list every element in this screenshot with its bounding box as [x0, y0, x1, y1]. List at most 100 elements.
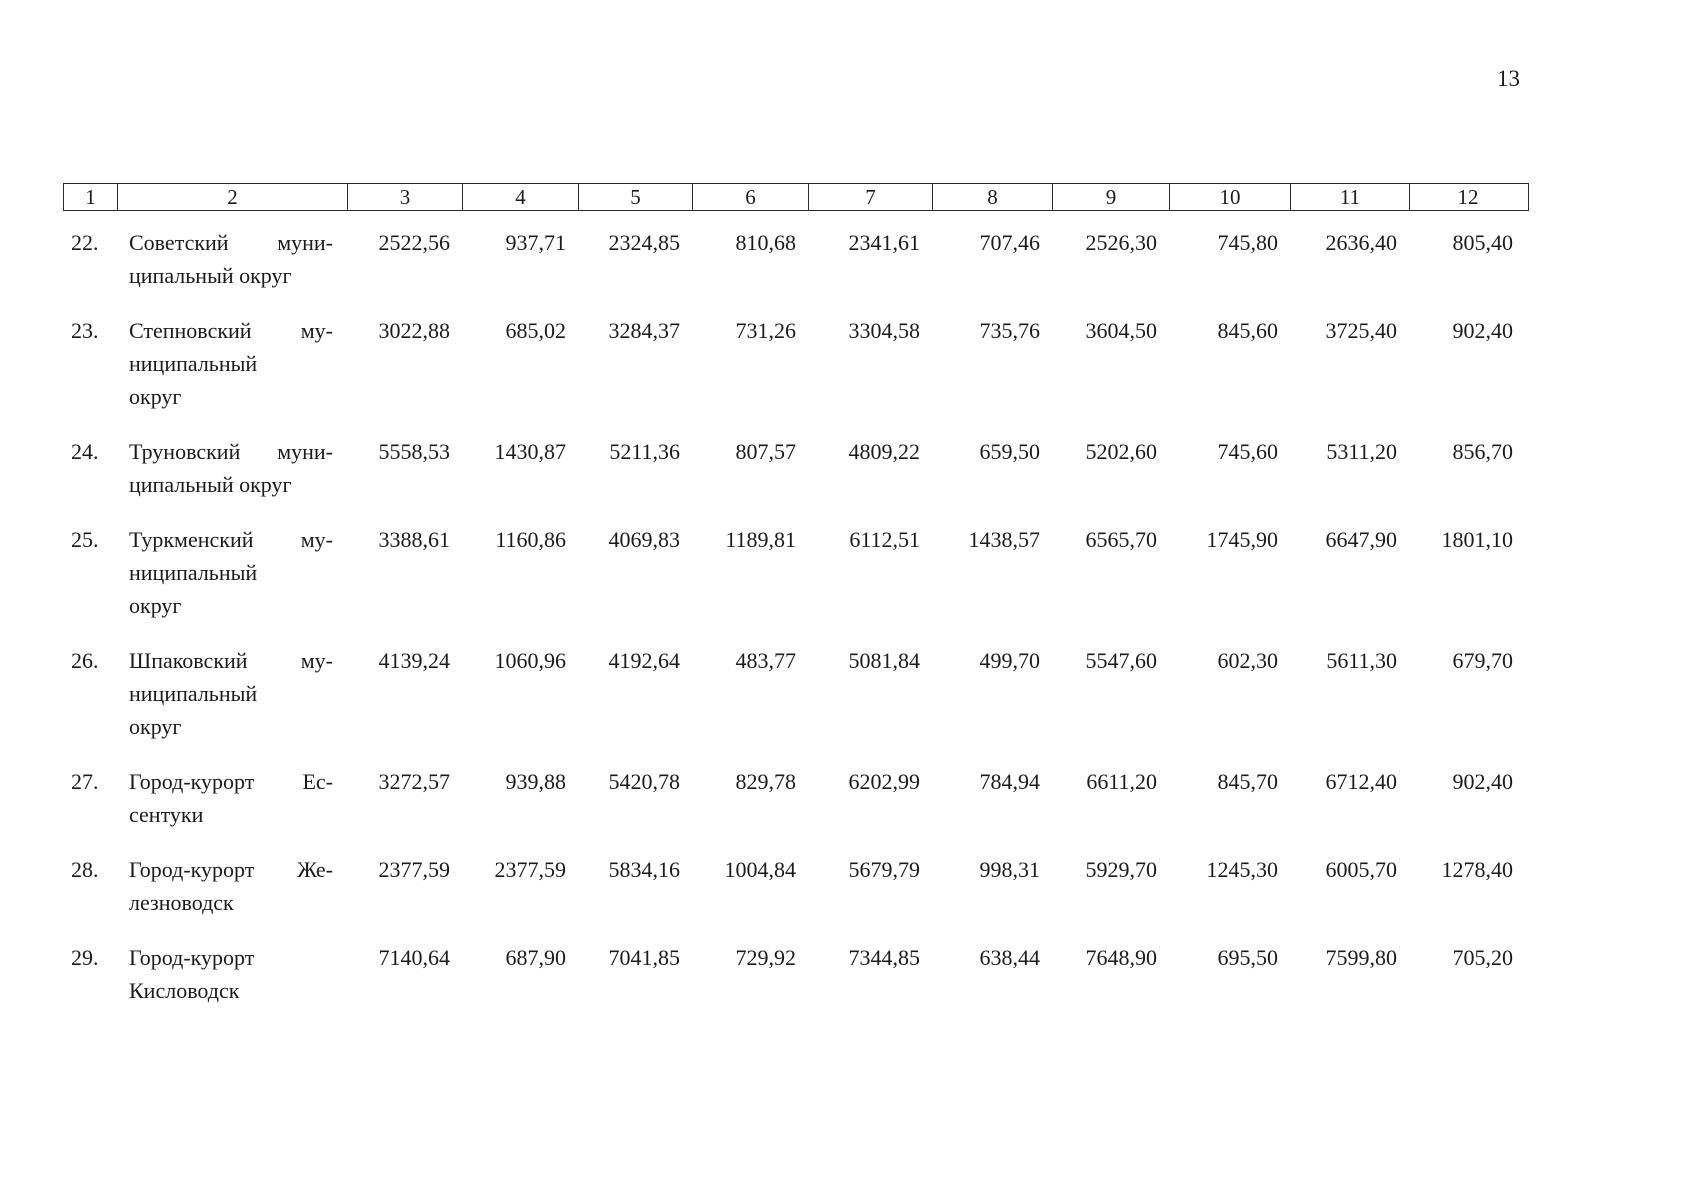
header-cell: 6: [693, 184, 809, 210]
value-cell: 659,50: [979, 439, 1041, 464]
value-cell: 1438,57: [968, 527, 1041, 552]
value-cell: 1004,84: [724, 857, 797, 882]
district-name-line: округ: [129, 384, 182, 409]
value-cell: 5834,16: [608, 857, 681, 882]
district-name: Советский муни-ципальный округ: [117, 226, 347, 292]
value-cell: 5611,30: [1326, 648, 1397, 673]
district-name-line: ниципальный: [129, 560, 258, 585]
district-name-line: Шпаковский му-: [129, 648, 333, 673]
value-cell: 2324,85: [608, 230, 681, 255]
row-number: 22.: [71, 230, 99, 255]
value-cell: 7344,85: [848, 945, 921, 970]
district-name-line: Город-курорт Ес-: [129, 769, 333, 794]
value-cell: 679,70: [1452, 648, 1514, 673]
value-cell: 902,40: [1452, 769, 1514, 794]
value-cell: 1430,87: [494, 439, 567, 464]
table-row: 28. Город-курорт Же-лезноводск 2377,59 23…: [63, 853, 1529, 919]
district-name-line: округ: [129, 593, 182, 618]
value-cell: 3304,58: [848, 318, 921, 343]
value-cell: 807,57: [735, 439, 797, 464]
value-cell: 707,46: [979, 230, 1041, 255]
table-row: 22. Советский муни-ципальный округ 2522,…: [63, 226, 1529, 292]
value-cell: 5420,78: [608, 769, 681, 794]
value-cell: 705,20: [1452, 945, 1514, 970]
value-cell: 602,30: [1217, 648, 1279, 673]
value-cell: 1245,30: [1206, 857, 1279, 882]
row-number: 25.: [71, 527, 99, 552]
value-cell: 499,70: [979, 648, 1041, 673]
value-cell: 638,44: [979, 945, 1041, 970]
header-cell: 10: [1170, 184, 1291, 210]
value-cell: 2377,59: [378, 857, 451, 882]
district-name-line: округ: [129, 714, 182, 739]
district-name-line: Труновский муни-: [129, 439, 333, 464]
district-name-line: лезноводск: [129, 890, 234, 915]
value-cell: 6611,20: [1086, 769, 1157, 794]
value-cell: 4192,64: [608, 648, 681, 673]
value-cell: 829,78: [735, 769, 797, 794]
value-cell: 5211,36: [609, 439, 680, 464]
district-name-line: ниципальный: [129, 681, 258, 706]
district-name: Шпаковский му-ниципальный округ: [117, 644, 347, 743]
value-cell: 3022,88: [378, 318, 451, 343]
table-row: 24. Труновский муни-ципальный округ 5558…: [63, 435, 1529, 501]
value-cell: 1060,96: [494, 648, 567, 673]
district-name-line: Туркменский му-: [129, 527, 333, 552]
row-number: 27.: [71, 769, 99, 794]
district-name-line: Город-курорт: [129, 945, 255, 970]
header-cell: 4: [463, 184, 579, 210]
table-row: 29. Город-курорт Кисловодск 7140,64 687,90…: [63, 941, 1529, 1007]
header-cell: 5: [579, 184, 693, 210]
value-cell: 5929,70: [1085, 857, 1158, 882]
value-cell: 5547,60: [1085, 648, 1158, 673]
value-cell: 6202,99: [848, 769, 921, 794]
value-cell: 6005,70: [1325, 857, 1398, 882]
district-name-line: сентуки: [129, 802, 204, 827]
value-cell: 5311,20: [1326, 439, 1397, 464]
value-cell: 5081,84: [848, 648, 921, 673]
value-cell: 3284,37: [608, 318, 681, 343]
value-cell: 3604,50: [1085, 318, 1158, 343]
value-cell: 687,90: [505, 945, 567, 970]
header-cell: 7: [809, 184, 933, 210]
value-cell: 2522,56: [378, 230, 451, 255]
district-name-line: ципальный округ: [129, 472, 292, 497]
value-cell: 735,76: [979, 318, 1041, 343]
header-cell: 12: [1457, 185, 1479, 209]
value-cell: 939,88: [505, 769, 567, 794]
row-number: 24.: [71, 439, 99, 464]
value-cell: 6647,90: [1325, 527, 1398, 552]
row-number: 23.: [71, 318, 99, 343]
value-cell: 4139,24: [378, 648, 451, 673]
header-cell: 11: [1291, 184, 1410, 210]
value-cell: 3272,57: [378, 769, 451, 794]
row-number: 26.: [71, 648, 99, 673]
value-cell: 5558,53: [378, 439, 451, 464]
value-cell: 1745,90: [1206, 527, 1279, 552]
value-cell: 1160,86: [495, 527, 566, 552]
value-cell: 7140,64: [378, 945, 451, 970]
district-name: Степновский му-ниципальный округ: [117, 314, 347, 413]
district-name: Город-курорт Кисловодск: [117, 941, 347, 1007]
value-cell: 4069,83: [608, 527, 681, 552]
value-cell: 5202,60: [1085, 439, 1158, 464]
table-row: 27. Город-курорт Ес-сентуки 3272,57 939,8…: [63, 765, 1529, 831]
table-body: 22. Советский муни-ципальный округ 2522,…: [63, 211, 1529, 1007]
value-cell: 998,31: [979, 857, 1041, 882]
value-cell: 845,70: [1217, 769, 1279, 794]
value-cell: 1278,40: [1441, 857, 1514, 882]
header-cell: 9: [1053, 184, 1170, 210]
value-cell: 731,26: [735, 318, 797, 343]
value-cell: 4809,22: [848, 439, 921, 464]
district-name-line: Город-курорт Же-: [129, 857, 333, 882]
value-cell: 902,40: [1452, 318, 1514, 343]
district-name-line: Степновский му-: [129, 318, 333, 343]
page-number: 13: [1497, 66, 1520, 91]
table-row: 25. Туркменский му-ниципальный округ 3388…: [63, 523, 1529, 622]
district-name: Труновский муни-ципальный округ: [117, 435, 347, 501]
value-cell: 845,60: [1217, 318, 1279, 343]
header-cell: 2: [118, 184, 348, 210]
value-cell: 5679,79: [848, 857, 921, 882]
value-cell: 6112,51: [849, 527, 920, 552]
